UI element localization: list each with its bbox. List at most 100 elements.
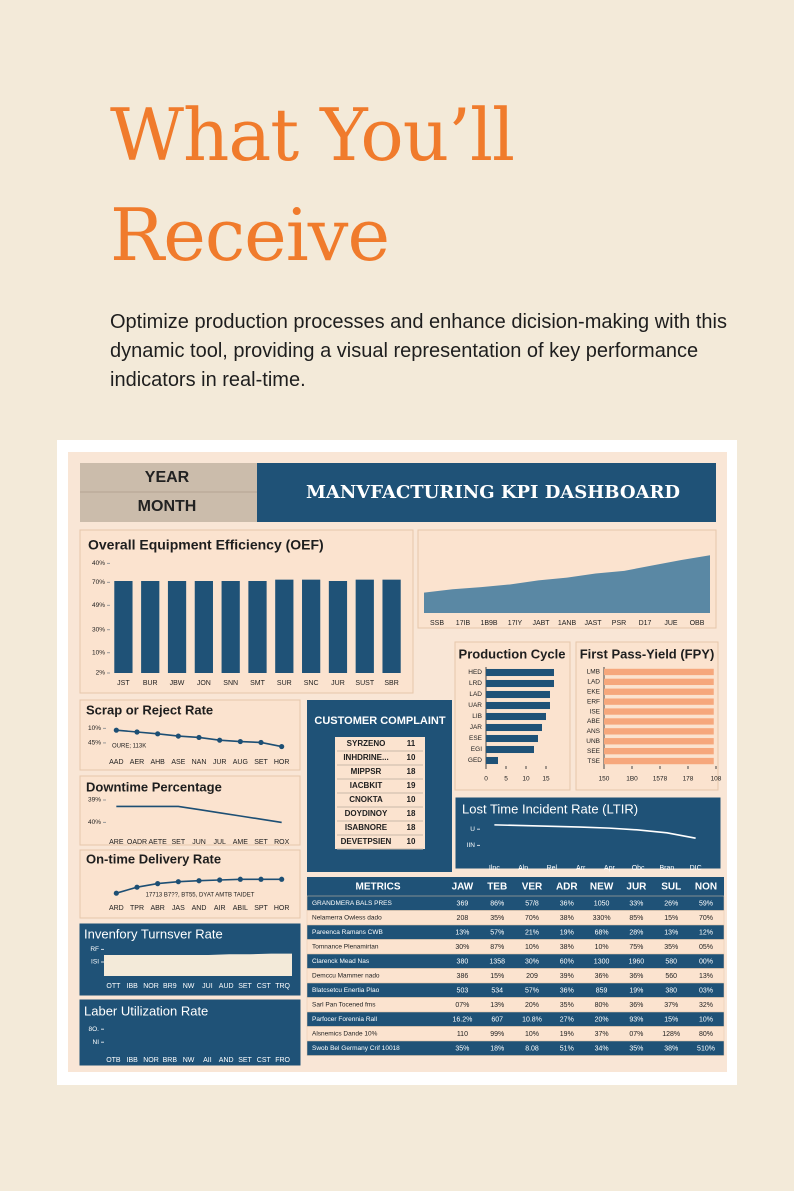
table-cell: Pareenca Ramans CWB (312, 929, 383, 936)
table-cell: 36% (629, 1002, 643, 1009)
y-tick-label: ISI (91, 959, 99, 966)
table-cell: Blatcsetcu Enertia Plao (312, 987, 380, 994)
x-tick-label: ABR (150, 905, 164, 912)
chart-title: Invenfory Turnsver Rate (84, 926, 223, 941)
table-cell: 16.2% (452, 1016, 472, 1023)
chart-title: Downtime Percentage (86, 779, 222, 794)
x-tick-label: SET (238, 983, 252, 990)
x-tick-label: Bran (659, 865, 674, 872)
y-tick-label: 39% (88, 797, 101, 804)
x-tick-label: AME (233, 839, 249, 846)
headline: What You’ll Receive (110, 93, 515, 277)
table-cell: 57/8 (525, 900, 539, 907)
x-tick-label: 1578 (653, 776, 668, 783)
x-tick-label: JON (197, 680, 211, 687)
panel (79, 699, 301, 771)
x-tick-label: JABT (532, 620, 550, 627)
y-tick-label: TSE (587, 758, 600, 765)
x-tick-label: Apr (604, 865, 616, 872)
table-cell: 128% (662, 1031, 680, 1038)
point (155, 881, 161, 887)
x-tick-label: SNC (304, 680, 319, 687)
complaint-name: DOYDINOY (345, 809, 388, 818)
point (175, 733, 181, 739)
x-tick-label: AHB (150, 759, 165, 766)
complaint-count: 11 (407, 739, 416, 748)
table-cell: 19% (560, 929, 574, 936)
table-cell: 10% (525, 1031, 539, 1038)
complaint-count: 18 (407, 823, 416, 832)
table-cell: Swob Bel Germany Crif 10018 (312, 1045, 400, 1052)
table-cell: 209 (526, 973, 538, 980)
table-cell: 28% (629, 929, 643, 936)
x-tick-label: BR9 (163, 983, 177, 990)
table-row (306, 953, 725, 969)
x-tick-label: HOR (274, 905, 290, 912)
complaint-name: CNOKTA (349, 795, 383, 804)
x-tick-label: SNN (223, 680, 238, 687)
x-tick-label: 108 (711, 776, 722, 783)
y-tick-label: 30% (92, 626, 105, 633)
y-tick-label: UNB (586, 738, 600, 745)
table-cell: 21% (525, 929, 539, 936)
chart-title: Scrap or Reject Rate (86, 702, 213, 717)
x-tick-label: 10 (522, 776, 530, 783)
table-cell: 57% (490, 929, 504, 936)
x-tick-label: Rel (547, 865, 558, 872)
x-tick-label: OTT (106, 983, 121, 990)
x-tick-label: BUR (143, 680, 158, 687)
annotation: 17713 B7??, BT55, DYAT AMTB TAIDET (146, 893, 255, 899)
table-cell: 10.8% (522, 1016, 542, 1023)
x-tick-label: NAN (192, 759, 207, 766)
bar (604, 678, 714, 686)
chart-title: On-time Delivery Rate (86, 851, 221, 866)
x-tick-label: TPR (130, 905, 144, 912)
table-cell: Alsnemics Dande 10% (312, 1031, 378, 1038)
table-cell: 1960 (629, 958, 645, 965)
bar (604, 738, 714, 745)
bar (486, 723, 542, 732)
x-tick-label: JUI (202, 983, 213, 990)
table-cell: 75% (629, 944, 643, 951)
x-tick-label: OTB (106, 1057, 121, 1064)
table-cell: 380 (665, 987, 677, 994)
table-cell: 30% (525, 958, 539, 965)
table-cell: Sarl Pan Tocened fms (312, 1002, 376, 1009)
table-cell: 05% (699, 944, 713, 951)
complaint-name: SYRZENO (347, 739, 386, 748)
bar (302, 579, 321, 673)
point (196, 878, 202, 884)
bar (604, 728, 714, 735)
y-tick-label: LRD (469, 680, 482, 687)
point (258, 739, 264, 746)
x-tick-label: 0 (484, 776, 488, 783)
x-tick-label: JST (117, 680, 130, 687)
table-cell: 03% (699, 987, 713, 994)
table-cell: 99% (490, 1031, 504, 1038)
x-tick-label: NW (183, 1057, 195, 1064)
y-tick-label: LIB (472, 713, 482, 720)
bar (604, 757, 714, 765)
table-cell: 86% (490, 900, 504, 907)
complaint-name: DEVETPSIEN (341, 837, 392, 846)
x-tick-label: 17IY (508, 620, 523, 627)
y-tick-label: SEE (587, 748, 601, 755)
x-tick-label: ROX (274, 839, 290, 846)
table-cell: 13% (664, 929, 678, 936)
x-tick-label: ARE (109, 839, 124, 846)
x-tick-label: Aln (518, 865, 528, 872)
x-tick-label: SMT (250, 680, 266, 687)
point (134, 729, 140, 735)
y-tick-label: 8O. (89, 1026, 100, 1033)
table-cell: 35% (560, 1002, 574, 1009)
chart-title: Overall Equipment Efficiency (OEF) (88, 537, 324, 553)
table-cell: 36% (629, 973, 643, 980)
point (196, 734, 202, 741)
point (155, 731, 161, 737)
line (494, 824, 696, 839)
x-tick-label: FRO (275, 1057, 290, 1064)
table-row (306, 1040, 725, 1056)
complaint-count: 10 (407, 837, 416, 846)
table-cell: 15% (490, 973, 504, 980)
point (279, 876, 285, 882)
